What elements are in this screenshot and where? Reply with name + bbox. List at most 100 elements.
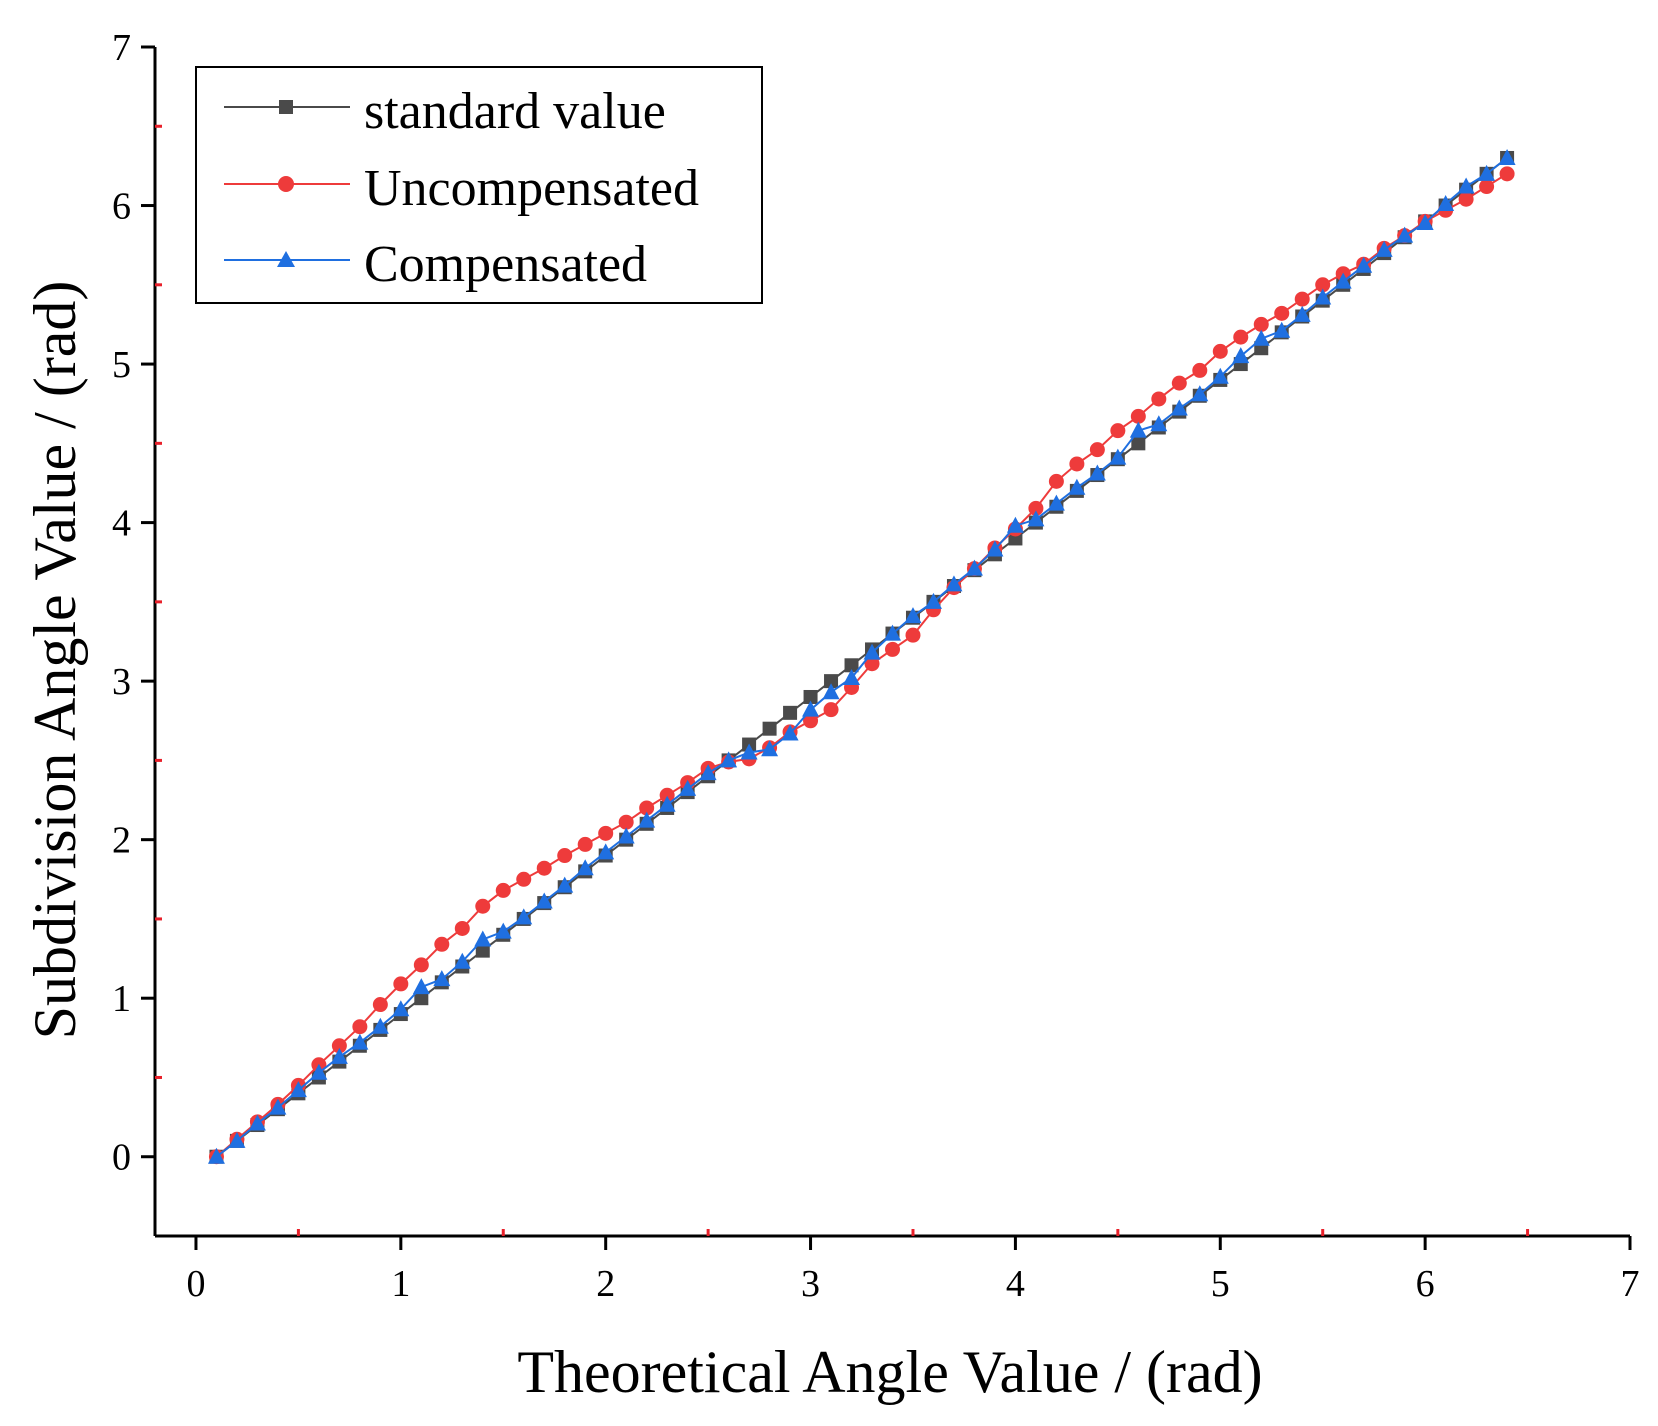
legend: standard value Uncompensated Compensated xyxy=(195,66,763,304)
data-point-standard-value xyxy=(824,674,839,689)
data-point-compensated xyxy=(1211,367,1229,384)
data-point-compensated xyxy=(248,1114,266,1131)
data-point-uncompensated xyxy=(1499,166,1515,182)
data-point-compensated xyxy=(904,607,922,624)
data-point-compensated xyxy=(740,743,758,760)
data-point-compensated xyxy=(474,930,492,947)
data-point-uncompensated xyxy=(536,860,552,876)
x-tick-label: 5 xyxy=(1211,1263,1230,1305)
series-uncompensated xyxy=(208,166,1515,1165)
ticks-group: 0 1 2 3 4 5 6 7 0 1 2 3 4 5 6 7 xyxy=(112,27,1640,1305)
data-point-uncompensated xyxy=(905,627,921,643)
data-point-compensated xyxy=(1027,510,1045,527)
data-point-compensated xyxy=(576,859,594,876)
data-point-standard-value xyxy=(414,991,429,1006)
data-point-compensated xyxy=(945,575,963,592)
data-point-uncompensated xyxy=(1048,473,1064,489)
data-point-compensated xyxy=(1129,421,1147,438)
data-point-uncompensated xyxy=(1479,179,1495,195)
data-point-compensated xyxy=(965,559,983,576)
data-point-uncompensated xyxy=(618,814,634,830)
x-axis-title: Theoretical Angle Value / (rad) xyxy=(517,1339,1262,1405)
data-point-uncompensated xyxy=(659,787,675,803)
x-tick-label: 6 xyxy=(1416,1263,1435,1305)
data-point-compensated xyxy=(658,795,676,812)
y-tick-label: 0 xyxy=(112,1137,131,1179)
data-point-uncompensated xyxy=(823,702,839,718)
data-point-compensated xyxy=(1334,272,1352,289)
data-point-compensated xyxy=(330,1047,348,1064)
data-point-uncompensated xyxy=(1294,291,1310,307)
data-point-uncompensated xyxy=(803,713,819,729)
data-point-compensated xyxy=(781,724,799,741)
y-tick-label: 4 xyxy=(112,503,131,545)
data-point-compensated xyxy=(1396,226,1414,243)
data-point-compensated xyxy=(761,740,779,757)
data-point-uncompensated xyxy=(1130,408,1146,424)
legend-marker-square xyxy=(279,100,293,114)
x-tick-label: 1 xyxy=(391,1263,410,1305)
series-line-compensated xyxy=(215,157,1508,1158)
data-point-uncompensated xyxy=(516,871,532,887)
data-point-uncompensated xyxy=(372,997,388,1013)
legend-marker-circle xyxy=(278,176,294,192)
data-point-compensated xyxy=(1273,321,1291,338)
data-point-uncompensated xyxy=(454,920,470,936)
data-point-standard-value xyxy=(844,658,859,673)
data-point-compensated xyxy=(1232,347,1250,364)
data-point-uncompensated xyxy=(1171,375,1187,391)
data-point-compensated xyxy=(1478,164,1496,181)
y-tick-label: 6 xyxy=(112,186,131,228)
data-point-compensated xyxy=(494,922,512,939)
data-point-compensated xyxy=(638,811,656,828)
data-point-compensated xyxy=(884,624,901,641)
data-point-compensated xyxy=(843,668,861,685)
data-point-compensated xyxy=(986,540,1004,557)
data-point-compensated xyxy=(1437,194,1455,211)
x-tick-label: 2 xyxy=(596,1263,615,1305)
data-point-uncompensated xyxy=(577,836,593,852)
data-point-compensated xyxy=(515,908,533,925)
data-point-uncompensated xyxy=(475,898,491,914)
data-point-compensated xyxy=(679,779,697,796)
series-line-standard-value xyxy=(215,157,1508,1158)
y-axis-title: Subdivision Angle Value / (rad) xyxy=(22,281,88,1040)
data-point-standard-value xyxy=(1131,436,1146,451)
legend-label-uncompensated: Uncompensated xyxy=(364,160,699,217)
x-tick-label: 4 xyxy=(1006,1263,1025,1305)
data-point-compensated xyxy=(802,700,820,717)
data-point-compensated xyxy=(1170,399,1188,416)
data-point-uncompensated xyxy=(393,976,409,992)
data-point-compensated xyxy=(1314,288,1332,305)
y-tick-label: 3 xyxy=(112,661,131,703)
data-point-uncompensated xyxy=(1253,316,1269,332)
data-point-compensated xyxy=(371,1017,389,1034)
data-point-standard-value xyxy=(803,689,818,704)
data-point-compensated xyxy=(720,751,738,768)
data-point-uncompensated xyxy=(1233,329,1249,345)
data-point-compensated xyxy=(351,1033,369,1050)
data-point-uncompensated xyxy=(1089,442,1105,458)
legend-marker-triangle xyxy=(277,251,295,267)
data-point-compensated xyxy=(1252,329,1270,346)
data-point-standard-value xyxy=(762,721,777,736)
data-point-compensated xyxy=(597,843,615,860)
data-point-uncompensated xyxy=(1315,277,1331,293)
series-compensated xyxy=(207,148,1516,1164)
data-point-compensated xyxy=(1068,478,1086,495)
series-group xyxy=(207,148,1516,1165)
data-point-compensated xyxy=(228,1131,246,1148)
data-point-compensated xyxy=(1088,464,1106,481)
legend-label-standard: standard value xyxy=(364,83,666,140)
data-point-compensated xyxy=(289,1081,307,1098)
data-point-uncompensated xyxy=(1212,343,1228,359)
data-point-compensated xyxy=(269,1098,287,1115)
data-point-uncompensated xyxy=(639,800,655,816)
data-point-compensated xyxy=(1498,148,1516,165)
data-point-uncompensated xyxy=(413,957,429,973)
data-point-standard-value xyxy=(783,705,798,720)
data-point-compensated xyxy=(433,970,451,987)
data-point-uncompensated xyxy=(495,882,511,898)
